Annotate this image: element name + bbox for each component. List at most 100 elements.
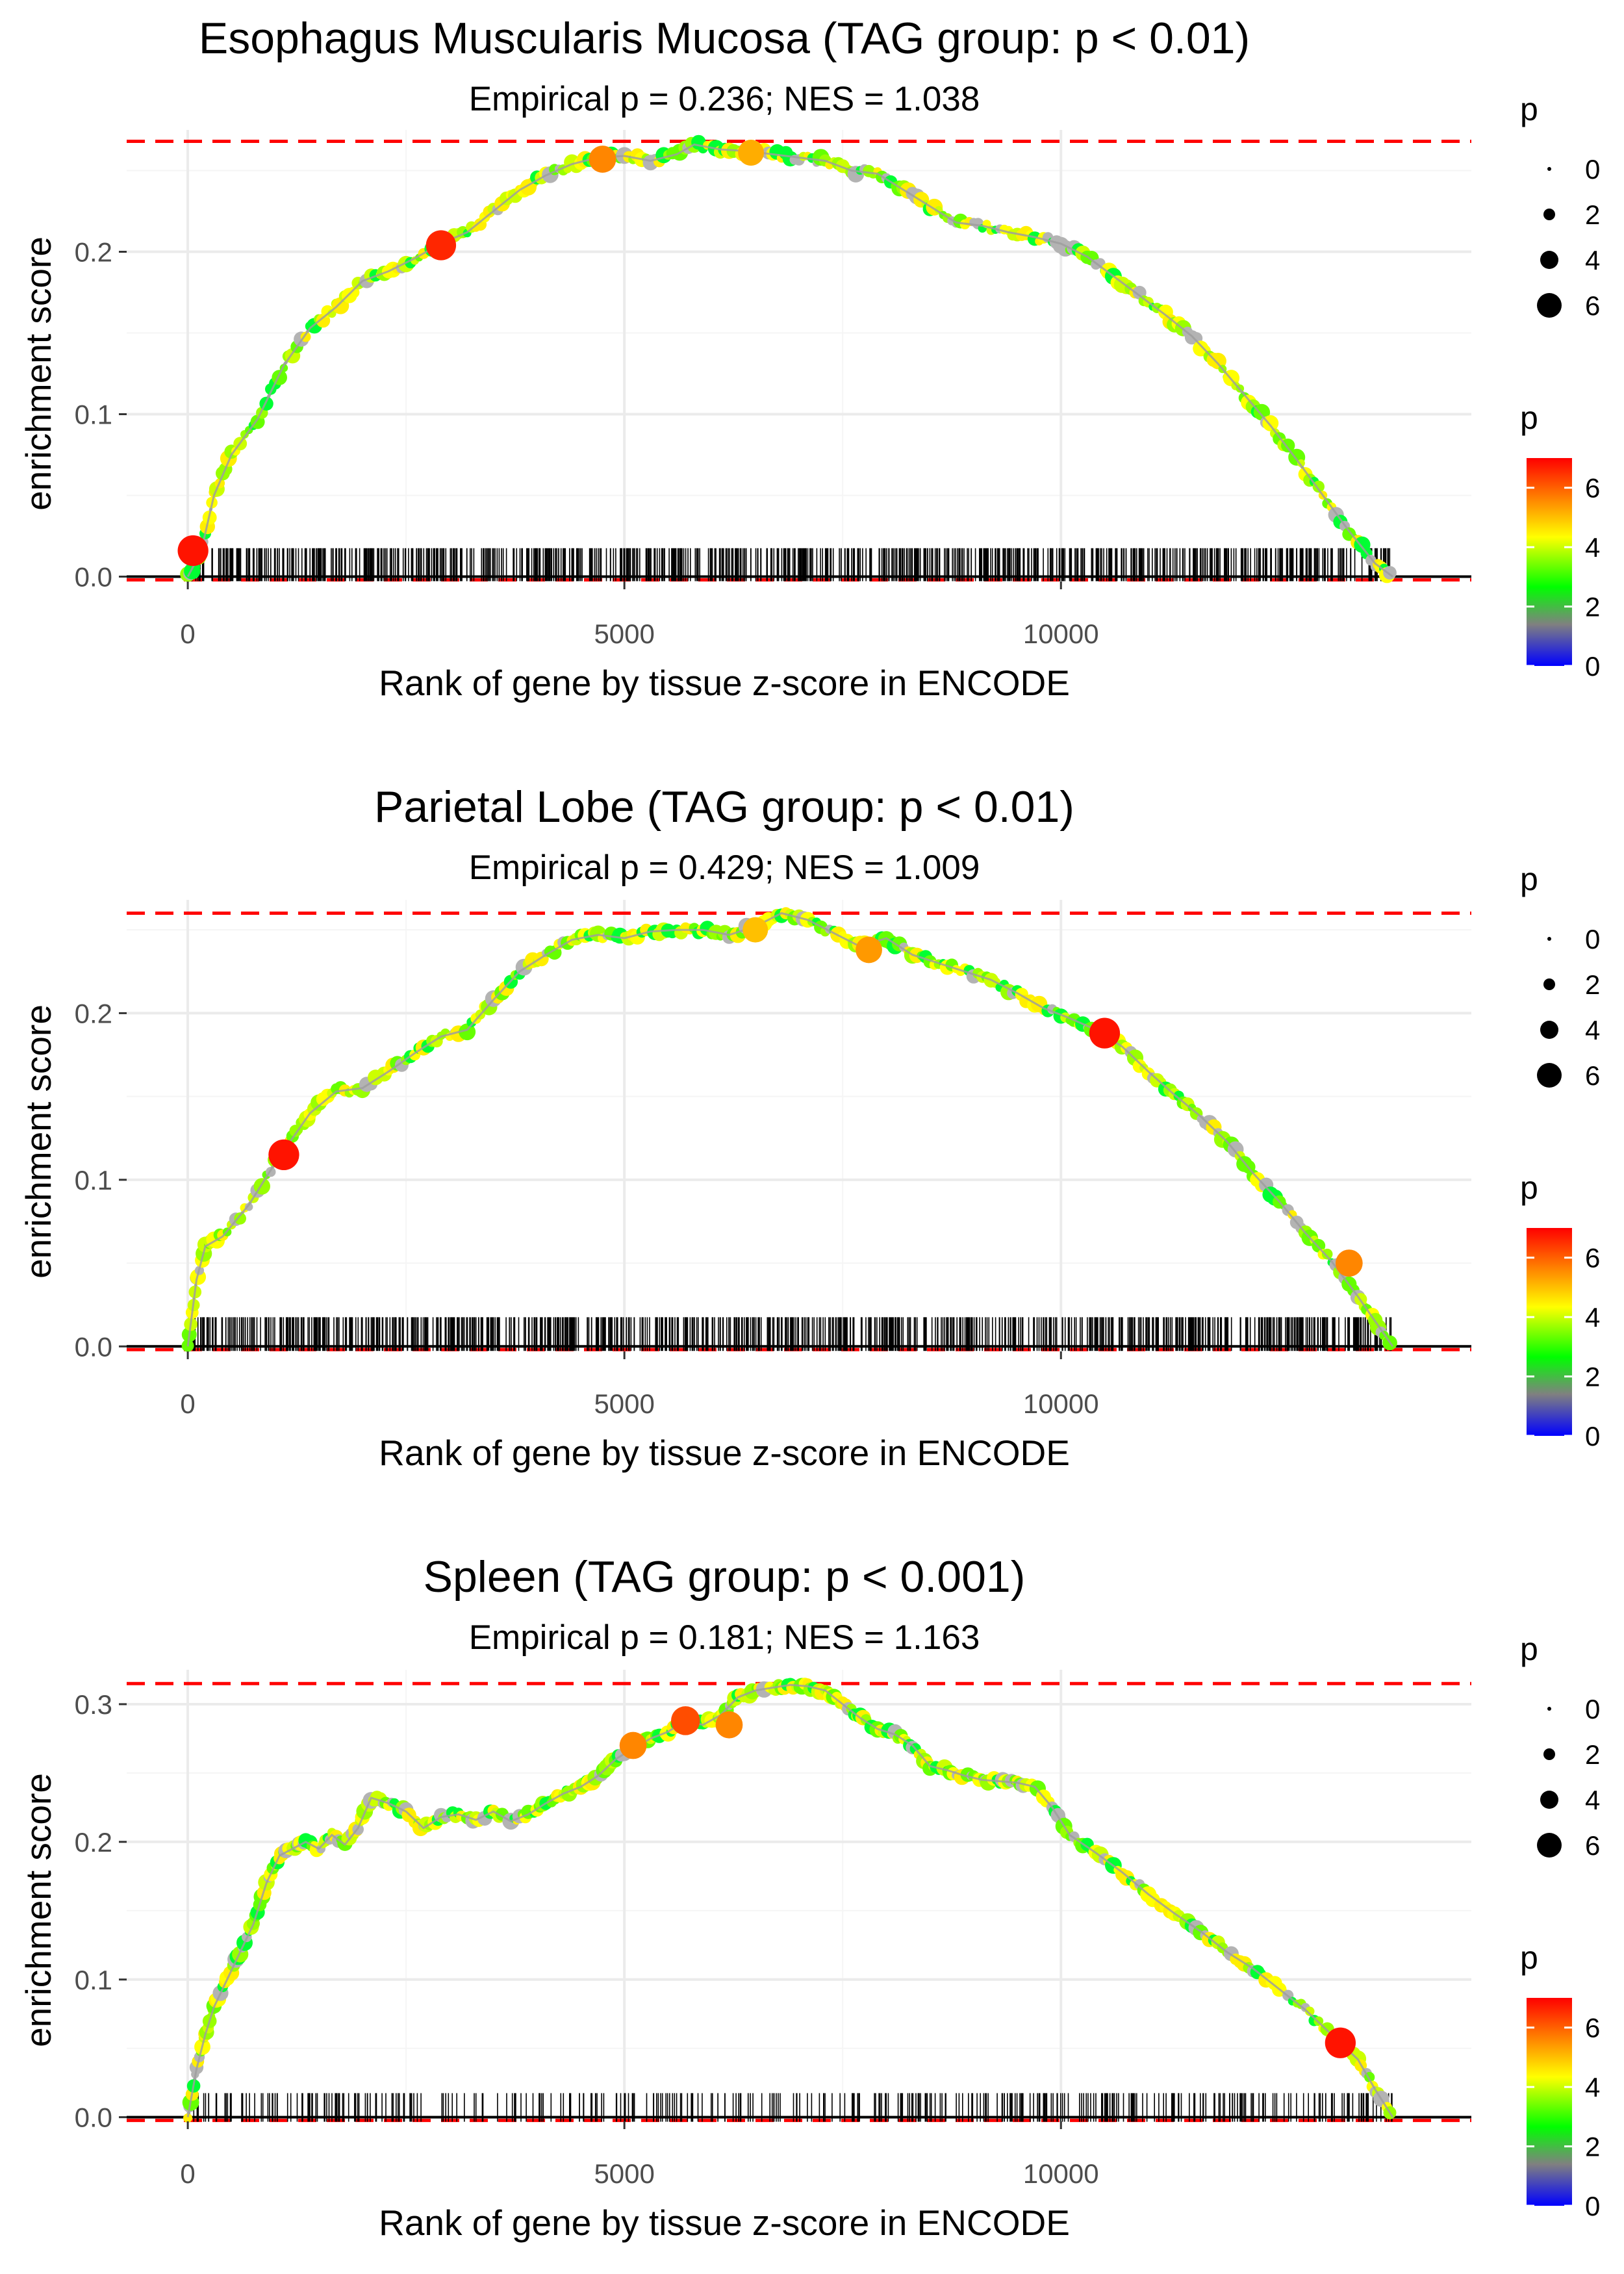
highlight-point — [425, 230, 457, 261]
es-point — [245, 1203, 253, 1211]
es-point — [1253, 403, 1271, 421]
es-point — [1262, 415, 1279, 431]
grid — [127, 130, 1471, 581]
size-legend-key — [1537, 293, 1562, 318]
color-legend-bar — [1527, 1998, 1572, 2206]
color-legend-label: 4 — [1585, 532, 1600, 563]
size-legend-label: 6 — [1585, 290, 1600, 321]
y-axis-label: enrichment score — [18, 236, 58, 511]
color-legend-label: 6 — [1585, 1243, 1600, 1273]
rug-ticks — [189, 2093, 1393, 2122]
es-curve — [182, 1678, 1397, 2123]
color-legend: p 0 2 4 6 — [1520, 400, 1600, 682]
color-legend-label: 2 — [1585, 2132, 1600, 2162]
size-legend-label: 0 — [1585, 154, 1600, 185]
es-point — [1383, 566, 1397, 580]
size-legend: p 0 2 4 6 — [1520, 1631, 1600, 1861]
size-legend-label: 0 — [1585, 924, 1600, 954]
color-legend-title: p — [1520, 1169, 1538, 1206]
y-tick-label: 0.0 — [75, 2102, 112, 2133]
size-legend-label: 2 — [1585, 1739, 1600, 1770]
rug-tick-set — [189, 2093, 1393, 2122]
color-legend: p 0 2 4 6 — [1520, 1939, 1600, 2221]
size-legend-key — [1540, 251, 1558, 269]
panel-esophagus: Esophagus Muscularis Mucosa (TAG group: … — [18, 14, 1600, 703]
es-point — [348, 287, 360, 298]
x-tick-label: 0 — [180, 2158, 195, 2189]
es-curve — [181, 907, 1397, 1352]
panel-title: Esophagus Muscularis Mucosa (TAG group: … — [199, 14, 1250, 63]
y-axis-label: enrichment score — [18, 1773, 58, 2047]
x-tick-label: 5000 — [594, 1388, 654, 1419]
size-legend-key — [1540, 1791, 1558, 1809]
es-line-overlay — [186, 1683, 1394, 2118]
es-curve — [177, 134, 1397, 583]
x-tick-label: 5000 — [594, 2158, 654, 2189]
highlight-point — [856, 936, 882, 964]
size-legend-title: p — [1520, 1631, 1538, 1667]
color-legend-label: 4 — [1585, 1302, 1600, 1333]
es-point — [1312, 480, 1325, 493]
color-legend-title: p — [1520, 400, 1538, 436]
size-legend-label: 2 — [1585, 199, 1600, 230]
es-point — [272, 370, 288, 385]
y-axis-ticks: 0.0 0.1 0.2 0.3 — [75, 1689, 127, 2133]
panel-subtitle: Empirical p = 0.429; NES = 1.009 — [469, 849, 980, 887]
color-legend-label: 4 — [1585, 2072, 1600, 2102]
highlight-point — [670, 1706, 700, 1735]
grid — [127, 1670, 1471, 2121]
y-tick-label: 0.2 — [75, 998, 112, 1028]
es-point — [1321, 1248, 1333, 1260]
y-tick-label: 0.1 — [75, 1965, 112, 1995]
x-tick-label: 0 — [180, 1388, 195, 1419]
color-legend-title: p — [1520, 1939, 1538, 1976]
x-tick-label: 5000 — [594, 619, 654, 649]
x-axis-label: Rank of gene by tissue z-score in ENCODE — [379, 663, 1070, 703]
es-point — [183, 2113, 193, 2123]
size-legend-key — [1547, 937, 1551, 941]
highlight-point — [715, 1711, 743, 1739]
size-legend-key — [1537, 1833, 1562, 1858]
panel-title: Spleen (TAG group: p < 0.001) — [424, 1552, 1026, 1602]
rug-ticks — [188, 1317, 1392, 1351]
es-line-overlay — [186, 912, 1394, 1348]
x-axis-ticks: 0 5000 10000 — [180, 581, 1099, 649]
size-legend-title: p — [1520, 861, 1538, 897]
highlight-point — [738, 140, 765, 166]
size-legend-key — [1537, 1063, 1562, 1088]
color-legend-label: 0 — [1585, 651, 1600, 682]
y-tick-label: 0.2 — [75, 1827, 112, 1858]
size-legend-label: 4 — [1585, 1015, 1600, 1045]
y-tick-label: 0.0 — [75, 1331, 112, 1362]
size-legend-key — [1540, 1021, 1558, 1039]
reference-lines — [127, 140, 1471, 581]
x-axis-ticks: 0 5000 10000 — [180, 1351, 1099, 1419]
es-point — [1297, 459, 1305, 467]
y-axis-ticks: 0.0 0.1 0.2 — [75, 237, 127, 593]
color-legend-label: 6 — [1585, 473, 1600, 504]
highlight-point — [268, 1139, 299, 1171]
highlight-point — [1325, 2027, 1356, 2058]
highlight-point — [177, 535, 209, 567]
y-axis-ticks: 0.0 0.1 0.2 — [75, 998, 127, 1362]
es-point — [234, 1212, 247, 1225]
highlight-point — [619, 1731, 647, 1759]
x-tick-label: 10000 — [1023, 2158, 1099, 2189]
color-legend-bar — [1527, 1228, 1572, 1436]
size-legend-key — [1547, 167, 1551, 171]
size-legend-label: 4 — [1585, 1785, 1600, 1815]
x-tick-label: 10000 — [1023, 619, 1099, 649]
panel-spleen: Spleen (TAG group: p < 0.001) Empirical … — [18, 1552, 1600, 2243]
reference-lines — [127, 912, 1471, 1351]
color-legend-label: 0 — [1585, 1421, 1600, 1451]
color-legend: p 0 2 4 6 — [1520, 1169, 1600, 1451]
y-tick-label: 0.1 — [75, 400, 112, 430]
highlight-point — [1089, 1017, 1121, 1049]
size-legend: p 0 2 4 6 — [1520, 91, 1600, 321]
size-legend-label: 0 — [1585, 1694, 1600, 1724]
x-tick-label: 0 — [180, 619, 195, 649]
size-legend-key — [1543, 1748, 1555, 1760]
size-legend-key — [1547, 1707, 1551, 1711]
x-axis-label: Rank of gene by tissue z-score in ENCODE — [379, 1433, 1070, 1473]
